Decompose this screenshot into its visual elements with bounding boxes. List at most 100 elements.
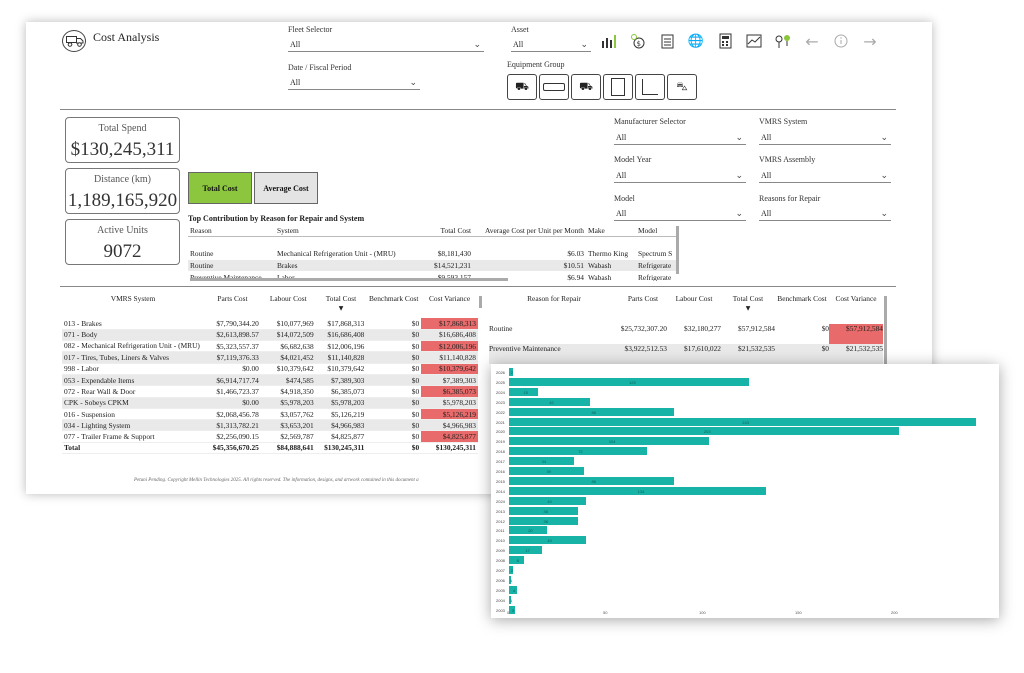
average-cost-toggle[interactable]: Average Cost (254, 172, 318, 204)
total-cost-toggle[interactable]: Total Cost (188, 172, 252, 204)
column-header[interactable]: Reason for Repair (527, 294, 581, 303)
bar[interactable] (509, 526, 548, 535)
bar[interactable] (509, 536, 586, 545)
info-icon[interactable] (832, 32, 850, 50)
bar[interactable] (509, 368, 513, 376)
map-pin-icon[interactable] (774, 32, 792, 50)
bar-value-label: 243 (742, 419, 749, 425)
cell: $7,790,344.20 (204, 318, 261, 330)
asset-dropdown[interactable]: All ⌄ (511, 39, 591, 52)
vmrs-assembly-dropdown[interactable]: All ⌄ (759, 170, 891, 183)
column-header-sorted[interactable]: Total Cost ▼ (721, 294, 775, 324)
cell: $0 (366, 318, 422, 330)
table-row[interactable]: 998 - Labor $0.00 $10,379,642 $10,379,642 $0… (62, 363, 478, 375)
bar[interactable] (509, 516, 579, 525)
table-row[interactable]: Preventive Maintenance Labor $9,593,157 $6.… (188, 271, 676, 281)
vmrs-system-dropdown[interactable]: All ⌄ (759, 132, 891, 145)
cell: $9,593,157 (437, 272, 471, 281)
bar[interactable] (509, 377, 749, 386)
vmrs-table-wrap: VMRS System Parts Cost Labour Cost Total… (62, 294, 478, 474)
column-header-sorted[interactable]: Total Cost ▼ (316, 294, 367, 318)
forklift-button[interactable]: ⛍ (667, 74, 697, 100)
truck-icon (62, 30, 86, 52)
column-header[interactable]: Parts Cost (217, 294, 248, 303)
truck-button[interactable]: ⛟ (571, 74, 601, 100)
column-header[interactable]: Labour Cost (675, 294, 713, 303)
bar[interactable] (509, 595, 511, 604)
horizontal-scrollbar[interactable] (190, 278, 508, 281)
cell: 071 - Body (62, 329, 205, 342)
table-row[interactable]: Preventive Maintenance $3,922,512.53 $17… (489, 344, 883, 364)
tractor-button[interactable]: ⛟ (507, 74, 537, 100)
column-header[interactable]: VMRS System (110, 294, 156, 303)
bar[interactable] (509, 546, 542, 555)
table-row[interactable]: 034 - Lighting System $1,313,782.21 $3,653… (62, 419, 478, 432)
column-header[interactable]: Labour Cost (269, 294, 307, 303)
column-header[interactable]: Benchmark Cost (777, 294, 827, 303)
cell: Wabash (586, 259, 636, 272)
scrollbar[interactable] (479, 296, 482, 308)
bar[interactable] (509, 437, 709, 446)
bar[interactable] (509, 397, 590, 406)
manufacturer-dropdown[interactable]: All ⌄ (614, 132, 746, 145)
table-row[interactable]: 017 - Tires, Tubes, Liners & Valves $7,11… (62, 351, 478, 364)
table-row[interactable]: 053 - Expendable Items $6,914,717.74 $474,… (62, 374, 478, 387)
column-header[interactable]: Benchmark Cost (369, 294, 419, 303)
bar[interactable] (509, 506, 579, 515)
cell: $17,868,313 (315, 318, 367, 330)
bar[interactable] (509, 387, 538, 396)
bar[interactable] (509, 496, 586, 505)
reasons-dropdown[interactable]: All ⌄ (759, 208, 891, 221)
chart-icon[interactable] (600, 32, 618, 50)
bar[interactable] (509, 476, 675, 485)
table-row[interactable]: 013 - Brakes $7,790,344.20 $10,077,969 $17,… (62, 318, 478, 330)
dollar-tree-icon[interactable]: $ (629, 32, 647, 50)
table-row[interactable]: 016 - Suspension $2,068,456.78 $3,057,762 $… (62, 408, 478, 421)
column-header[interactable]: Cost Variance (835, 294, 877, 303)
table-row[interactable]: Routine Mechanical Refrigeration Unit - (… (188, 248, 676, 260)
refrigeration-unit-button[interactable] (603, 74, 633, 100)
model-dropdown[interactable]: All ⌄ (614, 208, 746, 221)
table-row[interactable]: 071 - Body $2,613,898.57 $14,072,509 $16,68… (62, 329, 478, 342)
globe-icon[interactable]: 🌐 (687, 33, 705, 49)
table-row[interactable]: Routine Brakes $14,521,231 $10.51 Wabash Refr… (188, 259, 676, 272)
bar[interactable] (509, 457, 575, 466)
y-tick-label: 2015 (496, 478, 505, 484)
bar[interactable] (509, 556, 525, 565)
bar[interactable] (509, 605, 515, 614)
bar[interactable] (509, 407, 675, 416)
bar[interactable] (509, 566, 513, 574)
bar[interactable] (509, 447, 648, 456)
bar-value-label: 3 (511, 607, 515, 613)
trailer-button[interactable] (539, 74, 569, 100)
fleet-selector-dropdown[interactable]: All ⌄ (288, 39, 484, 52)
bar-value-label: 34 (541, 459, 547, 465)
lift-gate-button[interactable] (635, 74, 665, 100)
table-row[interactable]: 082 - Mechanical Refrigeration Unit - (M… (62, 340, 478, 353)
bar[interactable] (509, 427, 899, 436)
bar[interactable] (509, 575, 511, 584)
table-row[interactable]: Routine $25,732,307.20 $32,180,277 $57,9… (489, 324, 883, 344)
period-dropdown[interactable]: All ⌄ (288, 77, 420, 90)
forklift-icon: ⛍ (676, 79, 688, 93)
scrollbar[interactable] (676, 226, 679, 274)
cell: Spectrum S (638, 249, 673, 259)
column-header[interactable]: Parts Cost (627, 294, 659, 303)
bar[interactable] (509, 585, 517, 594)
forward-arrow-icon[interactable]: → (863, 31, 877, 51)
back-arrow-icon[interactable]: ← (805, 31, 819, 51)
table-row[interactable]: 077 - Trailer Frame & Support $2,256,090.… (62, 430, 478, 443)
kpi-label: Total Spend (98, 123, 147, 134)
bar[interactable] (509, 486, 767, 495)
table-row[interactable]: CPK - Sobeys CPKM $0.00 $5,978,203 $5,978,2… (62, 397, 478, 409)
model-year-dropdown[interactable]: All ⌄ (614, 170, 746, 183)
image-chart-icon[interactable] (745, 32, 763, 50)
bar[interactable] (509, 417, 976, 426)
calculator-icon[interactable] (716, 32, 734, 50)
bar[interactable] (509, 467, 584, 475)
scrollbar[interactable] (884, 296, 887, 366)
column-header: Total Cost (440, 226, 471, 236)
clipboard-icon[interactable] (658, 32, 676, 50)
table-row[interactable]: 072 - Rear Wall & Door $1,466,723.37 $4,91… (62, 385, 478, 398)
column-header[interactable]: Cost Variance (429, 294, 471, 303)
